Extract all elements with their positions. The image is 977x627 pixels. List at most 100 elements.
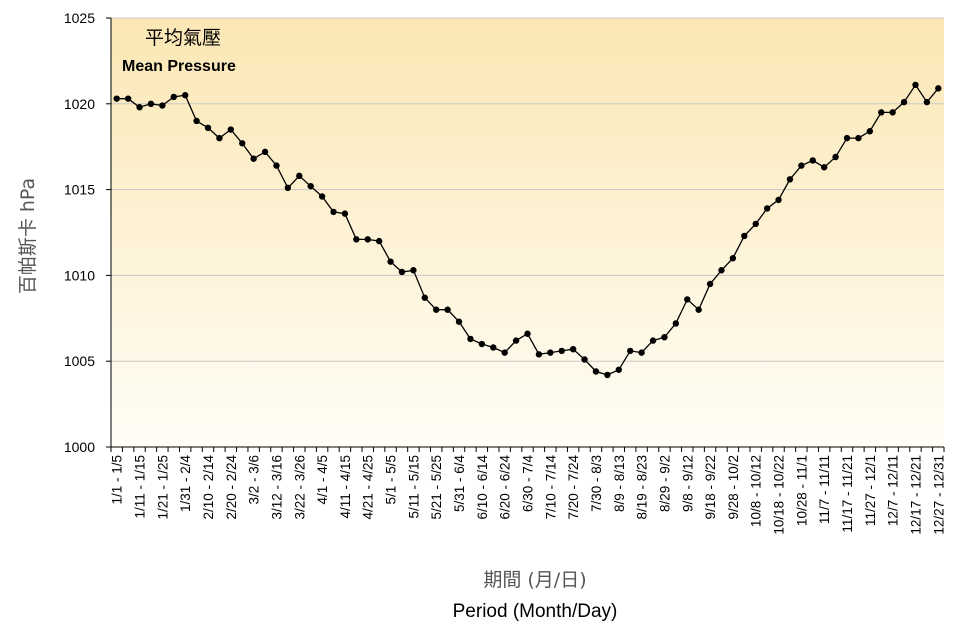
x-tick-label: 8/19 - 8/23 xyxy=(635,455,650,520)
data-point xyxy=(672,320,680,327)
data-point xyxy=(124,95,132,102)
data-point xyxy=(478,340,486,348)
x-tick-label: 7/30 - 8/3 xyxy=(589,455,604,512)
plot-area xyxy=(111,18,944,447)
data-point xyxy=(330,208,337,216)
data-point xyxy=(684,296,691,303)
x-axis-label-en: Period (Month/Day) xyxy=(453,601,618,622)
x-tick-label: 9/8 - 9/12 xyxy=(680,455,695,512)
x-axis-label-zh: 期間 (月/日) xyxy=(483,569,586,591)
y-tick-label: 1010 xyxy=(64,267,95,283)
data-point xyxy=(923,98,931,106)
x-tick-label: 12/7 - 12/11 xyxy=(886,455,901,526)
data-point xyxy=(136,104,143,111)
data-point xyxy=(569,345,577,353)
data-point xyxy=(193,117,200,125)
x-tick-label: 6/10 - 6/14 xyxy=(475,455,490,520)
x-tick-label: 1/1 - 1/5 xyxy=(110,455,125,505)
data-point xyxy=(353,236,360,243)
y-tick-label: 1025 xyxy=(64,10,95,26)
x-tick-label: 1/11 - 1/15 xyxy=(133,455,148,519)
data-point xyxy=(695,306,702,313)
data-point xyxy=(718,267,725,274)
y-axis-label: 百帕斯卡 hPa xyxy=(17,178,39,294)
x-tick-labels: 1/1 - 1/5 1/11 - 1/15 1/21 - 1/25 1/31 - 2/… xyxy=(110,455,947,535)
x-tick-label: 7/20 - 7/24 xyxy=(566,455,581,520)
x-tick-label: 11/7 - 11/11 xyxy=(817,455,832,524)
data-point xyxy=(935,85,942,92)
y-tick-label: 1015 xyxy=(64,182,95,198)
data-point xyxy=(581,356,588,363)
x-tick-label: 3/12 - 3/16 xyxy=(269,455,284,520)
data-point xyxy=(250,155,257,162)
x-tick-label: 7/10 - 7/14 xyxy=(543,455,558,520)
data-point xyxy=(626,347,634,355)
data-point xyxy=(900,98,908,106)
data-point xyxy=(261,148,269,156)
data-point xyxy=(387,258,394,265)
x-tick-label: 2/20 - 2/24 xyxy=(224,455,239,520)
x-tick-label: 2/10 - 2/14 xyxy=(201,455,216,520)
series-markers xyxy=(113,81,942,379)
data-point xyxy=(763,205,771,212)
data-point xyxy=(706,280,714,288)
chart-subtitle: Mean Pressure xyxy=(122,58,236,75)
data-point xyxy=(284,184,292,192)
data-point xyxy=(615,366,622,373)
data-point xyxy=(239,140,246,147)
data-point xyxy=(341,210,349,217)
chart-title: 平均氣壓 xyxy=(145,27,221,49)
data-point xyxy=(878,109,885,116)
x-tick-label: 10/8 - 10/12 xyxy=(749,455,764,527)
x-tick-label: 1/31 - 2/4 xyxy=(178,455,193,513)
gridlines xyxy=(111,17,944,362)
y-tick-labels: 1000 1005 1010 1015 1020 1025 xyxy=(64,10,95,455)
x-tick-label: 11/27 - 12/1 xyxy=(863,455,878,526)
x-tick-label: 3/2 - 3/6 xyxy=(247,455,262,505)
x-tick-label: 5/31 - 6/4 xyxy=(452,455,467,513)
data-point xyxy=(273,162,280,169)
x-tick-label: 12/17 - 12/21 xyxy=(908,455,923,535)
data-point xyxy=(490,344,497,351)
x-tick-label: 9/18 - 9/22 xyxy=(703,455,718,520)
data-point xyxy=(638,349,645,356)
x-tick-label: 4/1 - 4/5 xyxy=(315,455,330,505)
data-point xyxy=(558,347,565,355)
y-tick-label: 1020 xyxy=(64,96,95,112)
data-point xyxy=(661,333,668,341)
data-point xyxy=(535,351,543,358)
data-point xyxy=(604,371,611,379)
data-point xyxy=(467,335,474,343)
data-point xyxy=(832,153,839,161)
data-point xyxy=(170,93,177,101)
data-point xyxy=(889,109,896,116)
data-point xyxy=(364,236,371,243)
x-tick-label: 10/18 - 10/22 xyxy=(772,455,787,535)
data-point xyxy=(843,134,851,142)
data-point xyxy=(159,102,166,109)
data-point xyxy=(820,164,828,171)
data-point xyxy=(524,330,531,337)
data-point xyxy=(410,267,417,274)
x-tick-label: 11/17 - 11/21 xyxy=(840,455,855,533)
data-point xyxy=(398,268,406,276)
axes xyxy=(106,17,945,452)
data-point xyxy=(912,81,919,89)
data-point xyxy=(204,124,212,132)
data-point xyxy=(433,306,440,313)
y-tick-label: 1005 xyxy=(64,353,95,369)
data-point xyxy=(592,368,600,375)
data-point xyxy=(318,193,326,200)
data-point xyxy=(227,126,235,133)
x-tick-label: 5/1 - 5/5 xyxy=(384,455,399,505)
data-point xyxy=(181,92,189,99)
data-point xyxy=(296,172,303,180)
x-tick-label: 6/20 - 6/24 xyxy=(498,455,513,520)
data-point xyxy=(649,337,657,344)
data-point xyxy=(752,220,759,228)
data-point xyxy=(809,157,816,164)
x-tick-label: 5/11 - 5/15 xyxy=(406,455,421,519)
data-point xyxy=(307,182,314,190)
data-point xyxy=(798,162,805,169)
